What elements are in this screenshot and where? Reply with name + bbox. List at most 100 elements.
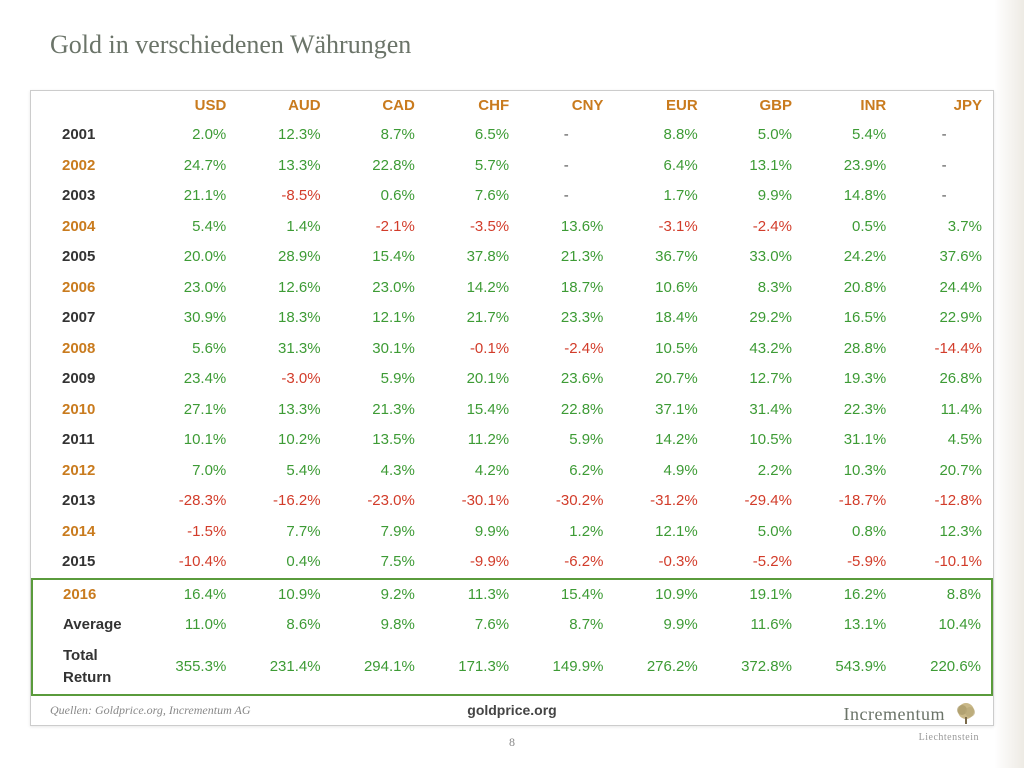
value-cell: 10.9% — [236, 579, 330, 611]
table-row: 200923.4%-3.0%5.9%20.1%23.6%20.7%12.7%19… — [32, 364, 992, 395]
year-cell: 2002 — [32, 151, 142, 182]
value-cell: 16.4% — [142, 579, 236, 611]
year-cell: 2004 — [32, 212, 142, 243]
value-cell: 9.9% — [425, 517, 519, 548]
table-row: 200520.0%28.9%15.4%37.8%21.3%36.7%33.0%2… — [32, 242, 992, 273]
value-cell: 7.6% — [425, 610, 519, 641]
year-cell: 2001 — [32, 120, 142, 151]
value-cell: 13.1% — [708, 151, 802, 182]
value-cell: 8.6% — [236, 610, 330, 641]
column-header: CHF — [425, 91, 519, 120]
value-cell: -31.2% — [613, 486, 707, 517]
year-cell: 2010 — [32, 395, 142, 426]
value-cell: 149.9% — [519, 641, 613, 695]
year-cell: 2009 — [32, 364, 142, 395]
value-cell: 16.5% — [802, 303, 896, 334]
table-row: 201616.4%10.9%9.2%11.3%15.4%10.9%19.1%16… — [32, 579, 992, 611]
value-cell: 6.4% — [613, 151, 707, 182]
value-cell: 5.0% — [708, 517, 802, 548]
value-cell: -30.1% — [425, 486, 519, 517]
value-cell: 23.9% — [802, 151, 896, 182]
value-cell: 8.3% — [708, 273, 802, 304]
value-cell: -10.4% — [142, 547, 236, 579]
year-cell: 2016 — [32, 579, 142, 611]
year-cell: 2015 — [32, 547, 142, 579]
value-cell: 21.1% — [142, 181, 236, 212]
value-cell: -5.2% — [708, 547, 802, 579]
value-cell: 18.7% — [519, 273, 613, 304]
year-cell: 2005 — [32, 242, 142, 273]
table-row: 200730.9%18.3%12.1%21.7%23.3%18.4%29.2%1… — [32, 303, 992, 334]
value-cell: 10.6% — [613, 273, 707, 304]
value-cell: -12.8% — [896, 486, 992, 517]
value-cell: 31.3% — [236, 334, 330, 365]
value-cell: - — [896, 120, 992, 151]
value-cell: 4.2% — [425, 456, 519, 487]
value-cell: 27.1% — [142, 395, 236, 426]
value-cell: 7.5% — [331, 547, 425, 579]
value-cell: -5.9% — [802, 547, 896, 579]
value-cell: 10.5% — [613, 334, 707, 365]
value-cell: 19.1% — [708, 579, 802, 611]
value-cell: 11.0% — [142, 610, 236, 641]
value-cell: 231.4% — [236, 641, 330, 695]
table-row: 201027.1%13.3%21.3%15.4%22.8%37.1%31.4%2… — [32, 395, 992, 426]
value-cell: -23.0% — [331, 486, 425, 517]
year-cell: 2006 — [32, 273, 142, 304]
value-cell: - — [896, 181, 992, 212]
table-body-highlight: 201616.4%10.9%9.2%11.3%15.4%10.9%19.1%16… — [32, 579, 992, 695]
value-cell: -0.3% — [613, 547, 707, 579]
value-cell: 24.4% — [896, 273, 992, 304]
value-cell: 5.7% — [425, 151, 519, 182]
year-header — [32, 91, 142, 120]
value-cell: 10.4% — [896, 610, 992, 641]
value-cell: 0.4% — [236, 547, 330, 579]
value-cell: 28.9% — [236, 242, 330, 273]
table-row: 2014-1.5%7.7%7.9%9.9%1.2%12.1%5.0%0.8%12… — [32, 517, 992, 548]
table-row: 200224.7%13.3%22.8%5.7%-6.4%13.1%23.9%- — [32, 151, 992, 182]
value-cell: -2.4% — [519, 334, 613, 365]
value-cell: 31.4% — [708, 395, 802, 426]
value-cell: 11.4% — [896, 395, 992, 426]
value-cell: 21.3% — [331, 395, 425, 426]
logo-subtext: Liechtenstein — [844, 732, 979, 743]
table-row: 201110.1%10.2%13.5%11.2%5.9%14.2%10.5%31… — [32, 425, 992, 456]
value-cell: 20.8% — [802, 273, 896, 304]
value-cell: 7.6% — [425, 181, 519, 212]
column-header: JPY — [896, 91, 992, 120]
value-cell: 294.1% — [331, 641, 425, 695]
value-cell: 20.7% — [896, 456, 992, 487]
year-cell: Average — [32, 610, 142, 641]
table-row: Average11.0%8.6%9.8%7.6%8.7%9.9%11.6%13.… — [32, 610, 992, 641]
year-cell: 2011 — [32, 425, 142, 456]
value-cell: 30.1% — [331, 334, 425, 365]
table-row: 20127.0%5.4%4.3%4.2%6.2%4.9%2.2%10.3%20.… — [32, 456, 992, 487]
value-cell: 12.1% — [613, 517, 707, 548]
value-cell: 22.8% — [519, 395, 613, 426]
value-cell: 5.9% — [519, 425, 613, 456]
column-header: EUR — [613, 91, 707, 120]
value-cell: 5.9% — [331, 364, 425, 395]
value-cell: -8.5% — [236, 181, 330, 212]
value-cell: -0.1% — [425, 334, 519, 365]
value-cell: 12.6% — [236, 273, 330, 304]
value-cell: 12.3% — [896, 517, 992, 548]
value-cell: 20.1% — [425, 364, 519, 395]
footer-source: Quellen: Goldprice.org, Incrementum AG — [50, 703, 251, 718]
value-cell: 28.8% — [802, 334, 896, 365]
value-cell: - — [519, 151, 613, 182]
column-header: CAD — [331, 91, 425, 120]
value-cell: 23.3% — [519, 303, 613, 334]
value-cell: 2.2% — [708, 456, 802, 487]
year-cell: 2003 — [32, 181, 142, 212]
value-cell: 37.1% — [613, 395, 707, 426]
table-row: 20012.0%12.3%8.7%6.5%-8.8%5.0%5.4%- — [32, 120, 992, 151]
value-cell: -10.1% — [896, 547, 992, 579]
value-cell: 13.1% — [802, 610, 896, 641]
year-cell: 2008 — [32, 334, 142, 365]
value-cell: 13.5% — [331, 425, 425, 456]
value-cell: 4.3% — [331, 456, 425, 487]
value-cell: -30.2% — [519, 486, 613, 517]
value-cell: 43.2% — [708, 334, 802, 365]
value-cell: 22.9% — [896, 303, 992, 334]
